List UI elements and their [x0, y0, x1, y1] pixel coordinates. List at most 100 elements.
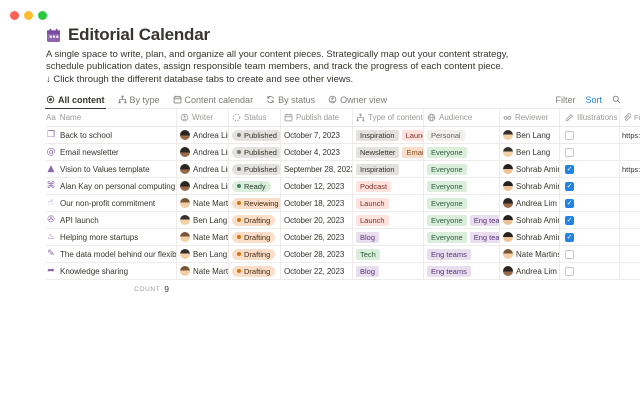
type-cell[interactable]: Launch — [353, 212, 424, 228]
writer-cell[interactable]: Nate Martins — [177, 229, 229, 245]
illustrations-checkbox[interactable] — [565, 249, 574, 259]
publish-date-cell[interactable]: October 26, 2023 — [281, 229, 353, 245]
search-icon[interactable] — [612, 95, 621, 104]
publish-date-cell[interactable]: September 28, 2023 — [281, 161, 353, 177]
type-cell[interactable]: Newsletter Email — [353, 144, 424, 160]
publish-date-cell[interactable]: October 28, 2023 — [281, 246, 353, 262]
writer-cell[interactable]: Andrea Lim — [177, 161, 229, 177]
table-row[interactable]: ❒ Back to school Andrea Lim Published Oct… — [46, 127, 640, 144]
status-cell[interactable]: Published — [229, 161, 281, 177]
name-cell[interactable]: ⌘ Alan Kay on personal computing — [46, 178, 177, 194]
table-row[interactable]: ☝Our non-profit commitment Nate Martins … — [46, 195, 640, 212]
tab-content-calendar[interactable]: Content calendar — [173, 91, 253, 108]
reviewer-cell[interactable]: Andrea Lim — [500, 195, 560, 211]
reviewer-cell[interactable]: Andrea Lim — [500, 263, 560, 279]
reviewer-cell[interactable]: Sohrab Amin — [500, 178, 560, 194]
type-cell[interactable]: Launch — [353, 195, 424, 211]
name-cell[interactable]: ❒ Back to school — [46, 127, 177, 143]
illustrations-checkbox[interactable] — [565, 232, 574, 242]
publish-date-cell[interactable]: October 18, 2023 — [281, 195, 353, 211]
reviewer-cell[interactable]: Sohrab Amin — [500, 161, 560, 177]
table-row[interactable]: ➦ Knowledge sharing Nate Martins Drafting… — [46, 263, 640, 280]
audience-cell[interactable]: Everyone — [424, 161, 500, 177]
column-header-audience[interactable]: Audience — [424, 109, 500, 126]
table-row[interactable]: ▲ Vision to Values template Andrea Lim Pu… — [46, 161, 640, 178]
publish-date-cell[interactable]: October 12, 2023 — [281, 178, 353, 194]
sort-button[interactable]: Sort — [585, 94, 602, 105]
zoom-window-button[interactable] — [38, 11, 47, 20]
status-cell[interactable]: Published — [229, 144, 281, 160]
name-cell[interactable]: ➦ Knowledge sharing — [46, 263, 177, 279]
status-cell[interactable]: Drafting — [229, 246, 281, 262]
tab-owner-view[interactable]: Owner view — [328, 91, 387, 108]
column-header-publish-date[interactable]: Publish date — [281, 109, 353, 126]
writer-cell[interactable]: Nate Martins — [177, 195, 229, 211]
final-cell[interactable] — [620, 263, 640, 279]
column-header-status[interactable]: Status — [229, 109, 281, 126]
audience-cell[interactable]: Everyone — [424, 195, 500, 211]
name-cell[interactable]: ✇ API launch — [46, 212, 177, 228]
type-cell[interactable]: Podcast — [353, 178, 424, 194]
name-cell[interactable]: ♨ Helping more startups — [46, 229, 177, 245]
final-cell[interactable] — [620, 212, 640, 228]
type-cell[interactable]: InspirationLaunch — [353, 127, 424, 143]
tab-by-type[interactable]: By type — [118, 91, 160, 108]
final-cell[interactable] — [620, 246, 640, 262]
filter-button[interactable]: Filter — [555, 94, 576, 105]
status-cell[interactable]: Ready — [229, 178, 281, 194]
name-cell[interactable]: ✎ The data model behind our flexibility — [46, 246, 177, 262]
status-cell[interactable]: Published — [229, 127, 281, 143]
publish-date-cell[interactable]: October 7, 2023 — [281, 127, 353, 143]
table-row[interactable]: @ Email newsletter Andrea Lim Published O… — [46, 144, 640, 161]
final-cell[interactable]: https://w — [622, 130, 640, 140]
final-cell[interactable] — [620, 144, 640, 160]
column-header-type-of-content[interactable]: Type of content — [353, 109, 424, 126]
writer-cell[interactable]: Andrea Lim — [177, 178, 229, 194]
illustrations-checkbox[interactable] — [565, 147, 574, 157]
audience-cell[interactable]: Eng teams — [424, 246, 500, 262]
writer-cell[interactable]: Andrea Lim — [177, 144, 229, 160]
illustrations-checkbox[interactable] — [565, 181, 574, 191]
column-header-final[interactable]: Final — [620, 109, 640, 126]
name-cell[interactable]: ▲ Vision to Values template — [46, 161, 177, 177]
table-row[interactable]: ⌘ Alan Kay on personal computing Andrea L… — [46, 178, 640, 195]
writer-cell[interactable]: Ben Lang — [177, 212, 229, 228]
writer-cell[interactable]: Ben Lang — [177, 246, 229, 262]
status-cell[interactable]: Drafting — [229, 212, 281, 228]
reviewer-cell[interactable]: Ben Lang — [500, 144, 560, 160]
reviewer-cell[interactable]: Sohrab Amin — [500, 229, 560, 245]
minimize-window-button[interactable] — [24, 11, 33, 20]
audience-cell[interactable]: Personal — [424, 127, 500, 143]
reviewer-cell[interactable]: Sohrab Amin — [500, 212, 560, 228]
type-cell[interactable]: Blog — [353, 263, 424, 279]
final-cell[interactable] — [620, 195, 640, 211]
final-cell[interactable]: https://w — [622, 164, 640, 174]
close-window-button[interactable] — [10, 11, 19, 20]
publish-date-cell[interactable]: October 22, 2023 — [281, 263, 353, 279]
tab-all-content[interactable]: All content — [45, 91, 105, 109]
audience-cell[interactable]: Everyone — [424, 178, 500, 194]
writer-cell[interactable]: Andrea Lim — [177, 127, 229, 143]
illustrations-checkbox[interactable] — [565, 266, 574, 276]
illustrations-checkbox[interactable] — [565, 215, 574, 225]
table-row[interactable]: ✇ API launch Ben Lang Drafting October 20… — [46, 212, 640, 229]
table-row[interactable]: ✎ The data model behind our flexibility B… — [46, 246, 640, 263]
audience-cell[interactable]: Eng teams — [424, 263, 500, 279]
final-cell[interactable] — [620, 178, 640, 194]
final-cell[interactable] — [620, 229, 640, 245]
column-header-writer[interactable]: Writer — [177, 109, 229, 126]
status-cell[interactable]: Drafting — [229, 229, 281, 245]
column-header-illustrations[interactable]: Illustrations — [560, 109, 620, 126]
name-cell[interactable]: @ Email newsletter — [46, 144, 177, 160]
name-cell[interactable]: ☝ Our non-profit commitment — [46, 195, 177, 211]
illustrations-checkbox[interactable] — [565, 130, 574, 140]
type-cell[interactable]: Tech — [353, 246, 424, 262]
illustrations-checkbox[interactable] — [565, 198, 574, 208]
column-header-reviewer[interactable]: Reviewer — [500, 109, 560, 126]
reviewer-cell[interactable]: Ben Lang — [500, 127, 560, 143]
column-header-name[interactable]: Aa Name — [46, 109, 177, 126]
status-cell[interactable]: Drafting — [229, 263, 281, 279]
illustrations-checkbox[interactable] — [565, 164, 574, 174]
